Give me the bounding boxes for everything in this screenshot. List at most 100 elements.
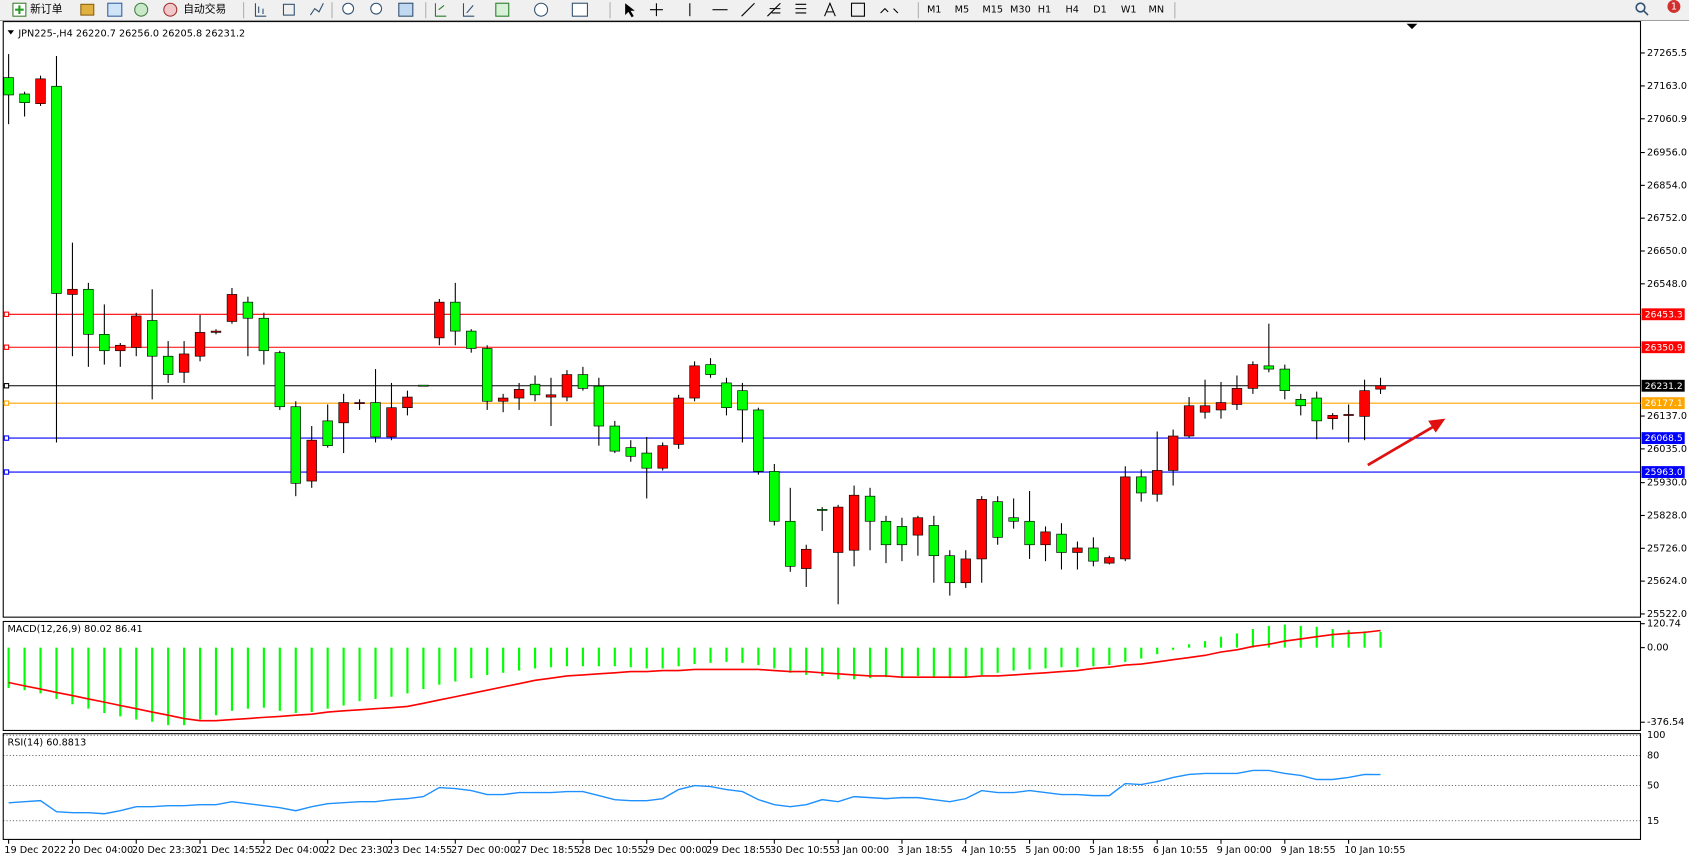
x-tick-label: 21 Dec 14:55 bbox=[196, 845, 261, 856]
auto-trading-button[interactable]: 自动交易 bbox=[163, 2, 226, 17]
text-icon[interactable] bbox=[824, 1, 836, 17]
level-anchor bbox=[3, 400, 10, 406]
level-price-label: 25963.0 bbox=[1645, 467, 1683, 478]
macd-header: MACD(12,26,9) 80.02 86.41 bbox=[8, 624, 143, 635]
templates-icon[interactable] bbox=[571, 2, 588, 17]
tool-icon[interactable] bbox=[309, 2, 324, 16]
x-tick-label: 10 Jan 10:55 bbox=[1344, 845, 1405, 856]
candle-body bbox=[737, 390, 748, 411]
x-tick-label: 29 Dec 00:00 bbox=[642, 845, 707, 856]
timeframe-label: H1 bbox=[1038, 5, 1051, 16]
timeframe-button[interactable]: M1 bbox=[927, 5, 942, 16]
timeframe-button[interactable]: D1 bbox=[1093, 5, 1107, 16]
candle-body bbox=[1088, 547, 1099, 562]
level-price-label: 26350.9 bbox=[1645, 342, 1683, 353]
fibo-icon[interactable] bbox=[795, 3, 807, 14]
timeframe-button[interactable]: MN bbox=[1149, 5, 1165, 16]
timeframe-label: W1 bbox=[1121, 5, 1137, 16]
level-price-box bbox=[1641, 466, 1685, 478]
x-tick-label: 19 Dec 2022 bbox=[4, 845, 66, 856]
candle-body bbox=[258, 317, 270, 352]
candle-body bbox=[162, 355, 174, 375]
tool-icon[interactable] bbox=[254, 3, 267, 17]
x-tick-label: 30 Dec 10:55 bbox=[770, 845, 835, 856]
y-tick-label: 27060.9 bbox=[1647, 114, 1687, 125]
candle-body bbox=[609, 425, 620, 452]
rsi-y-tick-label: 100 bbox=[1647, 730, 1665, 741]
candle-body bbox=[960, 558, 971, 584]
periods-icon[interactable] bbox=[534, 2, 549, 17]
timeframe-button[interactable]: H4 bbox=[1065, 5, 1078, 16]
symbol-menu-triangle[interactable] bbox=[7, 30, 15, 35]
level-price-label: 26231.2 bbox=[1645, 381, 1683, 392]
candle-body bbox=[880, 520, 892, 546]
indicators-icon[interactable] bbox=[495, 2, 510, 17]
y-tick-label: 27163.0 bbox=[1647, 81, 1687, 92]
crosshair-icon[interactable] bbox=[649, 3, 663, 17]
timeframe-button[interactable]: W1 bbox=[1121, 5, 1137, 16]
candle-body bbox=[370, 402, 381, 438]
candle-body bbox=[338, 402, 349, 424]
new-order-button[interactable]: 新订单 bbox=[12, 2, 63, 17]
timeframe-label: M15 bbox=[982, 5, 1003, 16]
zoom-in-icon[interactable] bbox=[342, 2, 355, 15]
tile-icon[interactable] bbox=[398, 2, 414, 17]
candle-body bbox=[3, 77, 14, 96]
y-tick-label: 25930.0 bbox=[1647, 478, 1687, 489]
y-tick-label: 26956.0 bbox=[1647, 148, 1687, 159]
candle-body bbox=[1327, 415, 1338, 419]
candle-body bbox=[705, 364, 716, 375]
tool-icon[interactable] bbox=[282, 3, 295, 16]
candle-body bbox=[1247, 364, 1259, 389]
tool-icon[interactable] bbox=[80, 3, 95, 16]
candle-body bbox=[593, 385, 605, 427]
label-icon[interactable] bbox=[850, 2, 865, 17]
y-tick-label: 26035.0 bbox=[1647, 444, 1687, 455]
channel-icon[interactable] bbox=[767, 2, 781, 17]
candle-body bbox=[1375, 385, 1386, 390]
candle-body bbox=[131, 315, 142, 348]
timeframe-button[interactable]: H1 bbox=[1038, 5, 1051, 16]
candle-body bbox=[497, 397, 509, 402]
candle-body bbox=[1359, 390, 1370, 417]
arrows-icon[interactable] bbox=[880, 7, 899, 14]
trendline-icon[interactable] bbox=[741, 2, 755, 17]
cursor-icon[interactable] bbox=[625, 3, 635, 18]
toolbar-background bbox=[0, 0, 1689, 21]
search-handle bbox=[1643, 10, 1649, 16]
macd-y-tick-label: -376.54 bbox=[1647, 717, 1684, 728]
candle-body bbox=[35, 78, 46, 104]
timeframe-label: M1 bbox=[927, 5, 942, 16]
zoom-out-icon[interactable] bbox=[370, 2, 383, 15]
candle-body bbox=[1104, 557, 1115, 564]
x-tick-label: 22 Dec 04:00 bbox=[260, 845, 325, 856]
candle-body bbox=[561, 374, 573, 398]
x-tick-label: 4 Jan 10:55 bbox=[961, 845, 1016, 856]
y-tick-label: 25624.0 bbox=[1647, 576, 1687, 587]
level-price-box bbox=[1641, 341, 1685, 354]
level-price-label: 26177.1 bbox=[1645, 398, 1683, 409]
tool-icon[interactable] bbox=[462, 3, 475, 17]
candle-body bbox=[641, 452, 652, 469]
y-tick-label: 25522.0 bbox=[1647, 609, 1687, 620]
x-tick-label: 23 Dec 14:55 bbox=[387, 845, 452, 856]
timeframe-button[interactable]: M5 bbox=[955, 5, 970, 16]
notification-badge[interactable]: 1 bbox=[1667, 0, 1681, 13]
timeframe-button[interactable]: M30 bbox=[1010, 5, 1031, 16]
candle-body bbox=[689, 365, 700, 399]
tool-icon[interactable] bbox=[107, 2, 123, 17]
candle-body bbox=[976, 499, 987, 560]
tool-icon[interactable] bbox=[134, 2, 149, 17]
level-anchor bbox=[3, 344, 10, 350]
search-icon[interactable] bbox=[1635, 2, 1646, 13]
timeframe-button[interactable]: M15 bbox=[982, 5, 1003, 16]
rsi-header: RSI(14) 60.8813 bbox=[8, 737, 87, 748]
candle-body bbox=[529, 383, 541, 396]
candle-body bbox=[434, 301, 445, 339]
candle-body bbox=[115, 344, 126, 352]
tool-icon[interactable] bbox=[434, 3, 447, 17]
x-tick-label: 6 Jan 10:55 bbox=[1153, 845, 1208, 856]
candle-body bbox=[274, 352, 285, 408]
candle-body bbox=[51, 85, 62, 294]
